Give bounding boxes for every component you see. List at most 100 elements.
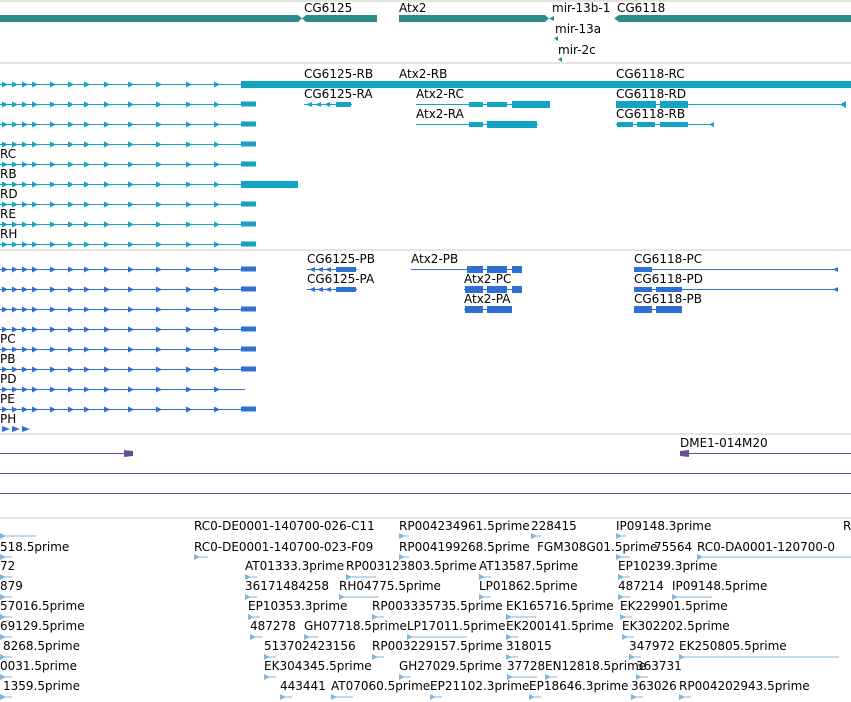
- est-label[interactable]: RP003123803.5prime: [346, 559, 477, 573]
- protein-label[interactable]: CG6125-PB: [307, 252, 375, 266]
- est-label[interactable]: IP09148.3prime: [616, 519, 711, 533]
- protein-label[interactable]: PB: [0, 352, 15, 366]
- strand-arrow: [104, 406, 110, 413]
- est-label[interactable]: EK250805.5prime: [679, 639, 787, 653]
- est-label[interactable]: RC0-DE0001-140700-026-C11: [194, 519, 375, 533]
- est-label[interactable]: 8268.5prime: [3, 639, 80, 653]
- transcript-label[interactable]: RB: [0, 167, 17, 181]
- est-label[interactable]: RC0-DA0001-120700-0: [697, 540, 835, 554]
- est-label[interactable]: EK302202.5prime: [622, 619, 730, 633]
- est-label[interactable]: 363026: [631, 679, 677, 693]
- est-label[interactable]: RC0-DE0001-140700-023-F09: [194, 540, 373, 554]
- est-label[interactable]: AT07060.5prime: [331, 679, 430, 693]
- protein-label[interactable]: PE: [0, 392, 15, 406]
- gene-bar-left[interactable]: [0, 15, 298, 22]
- protein-label[interactable]: Atx2-PA: [464, 292, 511, 306]
- transcript-label[interactable]: Atx2-RC: [416, 87, 464, 101]
- gene-mir-13a[interactable]: [554, 36, 558, 41]
- est-label[interactable]: 347972: [629, 639, 675, 653]
- protein-label[interactable]: CG6118-PD: [634, 272, 703, 286]
- transcript-label[interactable]: CG6118-RC: [616, 67, 685, 81]
- clone-label[interactable]: DME1-014M20: [680, 436, 768, 450]
- est-label[interactable]: LP01862.5prime: [479, 579, 578, 593]
- est-label[interactable]: 0031.5prime: [0, 659, 77, 673]
- est-label[interactable]: GH27029.5prime: [399, 659, 502, 673]
- est-label[interactable]: 69129.5prime: [0, 619, 85, 633]
- est-label[interactable]: FGM308G01.5prime: [537, 540, 657, 554]
- est-label[interactable]: 487214: [618, 579, 664, 593]
- protein-label[interactable]: CG6118-PC: [634, 252, 702, 266]
- gene-bar-cg6118[interactable]: [619, 15, 851, 22]
- gene-bar-atx2[interactable]: [399, 15, 545, 22]
- transcript-label[interactable]: CG6125-RA: [304, 87, 373, 101]
- strand-arrow: [128, 366, 134, 373]
- est-label[interactable]: 72: [0, 559, 15, 573]
- est-label[interactable]: RH04775.5prime: [339, 579, 441, 593]
- gene-label[interactable]: mir-13a: [555, 22, 601, 36]
- est-label[interactable]: EP10353.3prime: [248, 599, 347, 613]
- est-label[interactable]: EP21102.3prime: [430, 679, 529, 693]
- protein-label[interactable]: Atx2-PC: [464, 272, 511, 286]
- gene-mir-13b-1[interactable]: [549, 16, 554, 21]
- transcript-label[interactable]: RD: [0, 187, 18, 201]
- est-label[interactable]: 513702423156: [264, 639, 356, 653]
- est-label[interactable]: 518.5prime: [0, 540, 69, 554]
- gene-label[interactable]: mir-13b-1: [552, 1, 610, 15]
- est-label[interactable]: 1359.5prime: [3, 679, 80, 693]
- est-label[interactable]: 318015: [506, 639, 552, 653]
- protein-label[interactable]: PD: [0, 372, 16, 386]
- est-label[interactable]: EP10239.3prime: [618, 559, 717, 573]
- est-arrow: [264, 654, 270, 660]
- est-label[interactable]: EP18646.3prime: [529, 679, 628, 693]
- est-label[interactable]: 363731: [636, 659, 682, 673]
- transcript-label[interactable]: Atx2-RB: [399, 67, 447, 81]
- est-label[interactable]: GH07718.5prime: [304, 619, 407, 633]
- est-label[interactable]: RP003335735.5prime: [372, 599, 503, 613]
- strand-arrow: [104, 241, 110, 248]
- transcript-label[interactable]: RH: [0, 227, 17, 241]
- protein-label[interactable]: Atx2-PB: [411, 252, 458, 266]
- est-label[interactable]: EK229901.5prime: [620, 599, 728, 613]
- gene-label[interactable]: Atx2: [399, 1, 426, 15]
- est-label[interactable]: EK200141.5prime: [506, 619, 614, 633]
- gene-label[interactable]: CG6118: [617, 1, 665, 15]
- protein-label[interactable]: PH: [0, 412, 16, 426]
- gene-mir-2c[interactable]: [558, 57, 562, 62]
- est-label[interactable]: RP004202943.5prime: [679, 679, 810, 693]
- protein-exon: [512, 266, 522, 273]
- est-label[interactable]: AT13587.5prime: [479, 559, 578, 573]
- est-label[interactable]: 487278: [250, 619, 296, 633]
- gene-bar-cg6125[interactable]: [306, 15, 377, 22]
- est-label[interactable]: 443441: [280, 679, 326, 693]
- est-label[interactable]: 228415: [531, 519, 577, 533]
- gene-label[interactable]: mir-2c: [558, 43, 596, 57]
- est-label[interactable]: R: [843, 519, 851, 533]
- transcript-label[interactable]: Atx2-RA: [416, 107, 465, 121]
- est-label[interactable]: EK165716.5prime: [506, 599, 614, 613]
- est-label[interactable]: RP004234961.5prime: [399, 519, 530, 533]
- est-label[interactable]: EK304345.5prime: [264, 659, 372, 673]
- transcript-label[interactable]: CG6118-RB: [616, 107, 685, 121]
- est-label[interactable]: 37728: [507, 659, 545, 673]
- est-label[interactable]: 57016.5prime: [0, 599, 85, 613]
- est-label[interactable]: AT01333.3prime: [245, 559, 344, 573]
- est-label[interactable]: EN12818.5prime: [545, 659, 646, 673]
- est-label[interactable]: RP004199268.5prime: [399, 540, 530, 554]
- est-label[interactable]: 879: [0, 579, 23, 593]
- protein-label[interactable]: CG6118-PB: [634, 292, 702, 306]
- est-arrow: [620, 614, 626, 620]
- strand-arrow: [12, 326, 18, 333]
- est-label[interactable]: LP17011.5prime: [407, 619, 506, 633]
- transcript-label[interactable]: RE: [0, 207, 16, 221]
- gene-label[interactable]: CG6125: [304, 1, 352, 15]
- protein-label[interactable]: PC: [0, 332, 16, 346]
- protein-label[interactable]: CG6125-PA: [307, 272, 375, 286]
- est-label[interactable]: IP09148.5prime: [672, 579, 767, 593]
- transcript-label[interactable]: CG6118-RD: [616, 87, 686, 101]
- est-label[interactable]: 36171484258: [245, 579, 329, 593]
- transcript-label[interactable]: CG6125-RB: [304, 67, 373, 81]
- est-label[interactable]: 75564: [654, 540, 692, 554]
- transcript-label[interactable]: RC: [0, 147, 16, 161]
- est-label[interactable]: RP003229157.5prime: [372, 639, 503, 653]
